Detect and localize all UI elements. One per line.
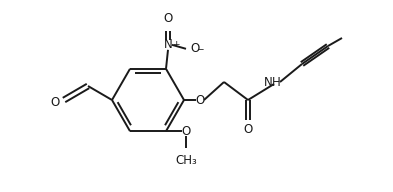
Text: N: N bbox=[163, 38, 173, 51]
Text: O: O bbox=[51, 95, 60, 108]
Text: −: − bbox=[196, 44, 204, 53]
Text: +: + bbox=[173, 40, 180, 49]
Text: N: N bbox=[264, 75, 272, 89]
Text: O: O bbox=[195, 94, 205, 107]
Text: O: O bbox=[243, 123, 253, 136]
Text: O: O bbox=[163, 12, 173, 25]
Text: CH₃: CH₃ bbox=[175, 154, 197, 167]
Text: H: H bbox=[272, 75, 280, 89]
Text: O: O bbox=[182, 125, 191, 138]
Text: O: O bbox=[190, 42, 199, 55]
